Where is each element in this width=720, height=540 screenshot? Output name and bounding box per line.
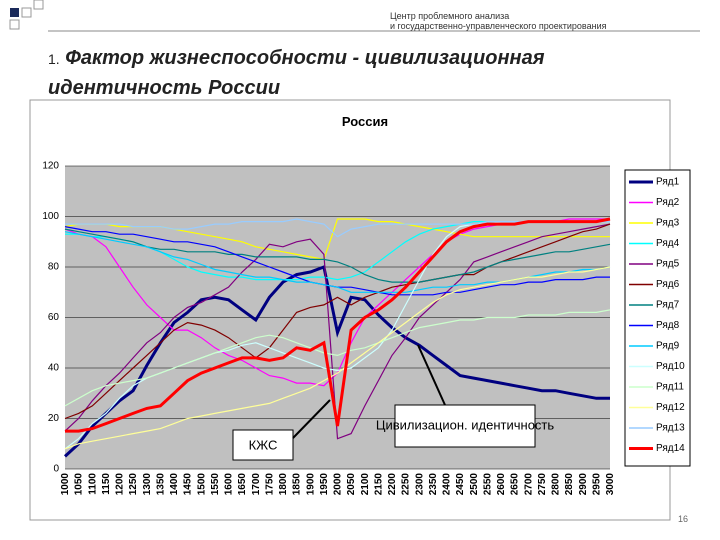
legend-label: Ряд4 [656, 238, 680, 249]
series-line [65, 218, 610, 238]
x-tick-label: 2100 [360, 473, 371, 496]
x-tick-label: 2600 [496, 473, 507, 496]
arrow [292, 399, 331, 439]
legend-label: Ряд13 [656, 423, 685, 434]
x-tick-label: 2700 [523, 473, 534, 496]
x-tick-label: 2950 [591, 473, 602, 496]
legend-label: Ряд14 [656, 443, 685, 454]
x-tick-label: 1250 [128, 473, 139, 496]
legend-label: Ряд8 [656, 320, 680, 331]
y-tick-label: 80 [48, 262, 60, 273]
x-tick-label: 1600 [224, 473, 235, 496]
x-tick-label: 2300 [414, 473, 425, 496]
annotation-box [394, 404, 536, 448]
x-tick-label: 2400 [442, 473, 453, 496]
x-tick-label: 1850 [292, 473, 303, 496]
x-tick-label: 1100 [87, 473, 98, 495]
x-tick-label: 2900 [578, 473, 589, 496]
x-tick-label: 1450 [183, 473, 194, 496]
series-line [65, 217, 611, 433]
x-tick-label: 1900 [305, 473, 316, 496]
x-tick-label: 1000 [60, 473, 71, 496]
y-tick-label: 120 [42, 161, 59, 172]
x-tick-label: 2150 [373, 473, 384, 496]
x-tick-label: 2050 [346, 473, 357, 496]
legend-label: Ряд3 [656, 218, 680, 229]
chart-title: Россия [342, 114, 388, 129]
x-tick-label: 1150 [101, 473, 112, 495]
x-tick-label: 2250 [401, 473, 412, 496]
y-tick-label: 0 [53, 464, 59, 475]
x-tick-label: 3000 [605, 473, 616, 496]
x-tick-label: 1300 [142, 473, 153, 496]
decor [10, 8, 19, 17]
series-line [64, 309, 611, 407]
legend-label: Ряд9 [656, 341, 680, 352]
y-tick-label: 40 [48, 363, 60, 374]
annotation: КЖС [249, 437, 278, 452]
x-tick-label: 1750 [264, 473, 275, 496]
x-tick-label: 2750 [537, 473, 548, 496]
decor [33, 0, 44, 10]
header: Центр проблемного анализа [390, 11, 510, 21]
x-tick-label: 1800 [278, 473, 289, 496]
x-tick-label: 2350 [428, 473, 439, 496]
legend-label: Ряд2 [656, 197, 680, 208]
series-line [64, 266, 611, 450]
decor [21, 7, 32, 18]
legend-label: Ряд11 [656, 382, 684, 393]
series-line [63, 264, 610, 458]
annotation: Цивилизацион. идентичность [376, 417, 555, 432]
x-tick-label: 1400 [169, 473, 180, 496]
x-tick-label: 2650 [510, 473, 521, 496]
x-tick-label: 1700 [251, 473, 262, 496]
x-tick-label: 1200 [115, 473, 126, 496]
legend-label: Ряд12 [656, 402, 685, 413]
series-line [64, 223, 611, 440]
series-line [64, 223, 611, 420]
decor [9, 19, 20, 30]
x-tick-label: 2500 [469, 473, 480, 496]
x-tick-label: 1050 [74, 473, 85, 496]
slide-title-text: Фактор жизнеспособности - цивилизационна… [48, 47, 545, 99]
annotation-box [232, 429, 294, 461]
x-tick-label: 2850 [564, 473, 575, 496]
legend-label: Ряд5 [656, 259, 680, 270]
page-number: 16 [678, 514, 688, 524]
x-tick-label: 2550 [482, 473, 493, 496]
legend [624, 169, 691, 467]
x-tick-label: 1350 [155, 473, 166, 496]
legend-label: Ряд6 [656, 279, 680, 290]
series-line [64, 228, 611, 283]
x-tick-label: 1650 [237, 473, 248, 496]
x-tick-label: 2800 [551, 473, 562, 496]
slide-number: 1. [48, 51, 60, 67]
header: и государственно-управленческого проекти… [390, 21, 607, 31]
legend-label: Ряд10 [656, 361, 685, 372]
x-tick-label: 1500 [196, 473, 207, 496]
x-tick-label: 2200 [387, 473, 398, 496]
x-tick-label: 2450 [455, 473, 466, 496]
x-tick-label: 1950 [319, 473, 330, 496]
legend-label: Ряд1 [656, 177, 680, 188]
arrow [417, 344, 446, 406]
y-tick-label: 100 [42, 211, 59, 222]
x-tick-label: 2000 [333, 473, 344, 496]
y-tick-label: 60 [48, 312, 60, 323]
slide-title: 1. Фактор жизнеспособности - цивилизацио… [48, 44, 688, 103]
x-tick-label: 1550 [210, 473, 221, 496]
y-tick-label: 20 [48, 413, 60, 424]
legend-label: Ряд7 [656, 300, 680, 311]
